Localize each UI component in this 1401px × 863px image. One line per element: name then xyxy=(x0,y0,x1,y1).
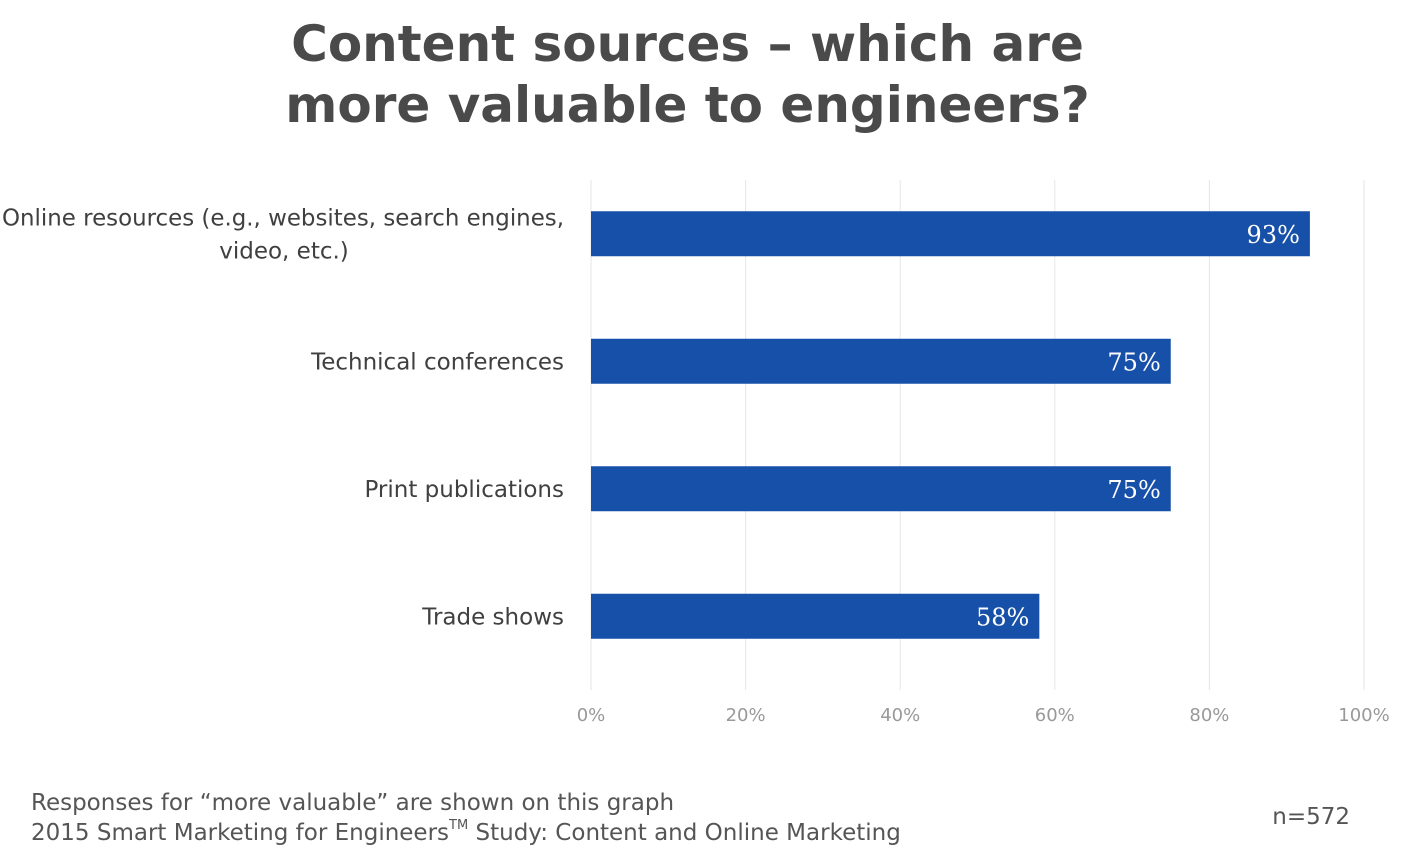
x-axis-ticks: 0% 20% 40% 60% 80% 100% xyxy=(577,705,1390,726)
bars: 93% 75% 75% 58% xyxy=(591,211,1310,639)
trademark-mark: TM xyxy=(449,818,469,833)
category-label: Online resources (e.g., websites, search… xyxy=(2,205,564,231)
x-tick-label: 100% xyxy=(1338,705,1389,726)
bar-value-label: 58% xyxy=(976,603,1029,631)
chart-title-line-2: more valuable to engineers? xyxy=(285,76,1090,134)
footnote-study-name: 2015 Smart Marketing for Engineers xyxy=(31,820,450,846)
chart-footnote: Responses for “more valuable” are shown … xyxy=(31,788,901,852)
bar xyxy=(591,593,1040,639)
bar-value-label: 93% xyxy=(1247,221,1300,249)
x-tick-label: 40% xyxy=(880,705,920,726)
category-label: Print publications xyxy=(364,477,564,503)
bar xyxy=(591,211,1310,257)
footnote-line-1: Responses for “more valuable” are shown … xyxy=(31,790,675,816)
sample-size: n=572 xyxy=(1272,804,1350,830)
chart-title-line-1: Content sources – which are xyxy=(291,15,1084,73)
category-labels: Online resources (e.g., websites, search… xyxy=(2,205,564,630)
category-label: Technical conferences xyxy=(310,349,564,375)
category-label: video, etc.) xyxy=(219,238,349,264)
category-label: Trade shows xyxy=(421,604,564,630)
x-tick-label: 20% xyxy=(726,705,766,726)
bar-value-label: 75% xyxy=(1107,348,1160,376)
footnote-study-subtitle: Study: Content and Online Marketing xyxy=(468,820,901,846)
bar-value-label: 75% xyxy=(1107,476,1160,504)
x-tick-label: 80% xyxy=(1189,705,1229,726)
footnote-line-2: 2015 Smart Marketing for EngineersTM Stu… xyxy=(31,818,901,852)
bar xyxy=(591,338,1171,384)
x-tick-label: 0% xyxy=(577,705,606,726)
bar xyxy=(591,466,1171,512)
x-tick-label: 60% xyxy=(1035,705,1075,726)
chart-title: Content sources – which are more valuabl… xyxy=(0,14,1375,136)
